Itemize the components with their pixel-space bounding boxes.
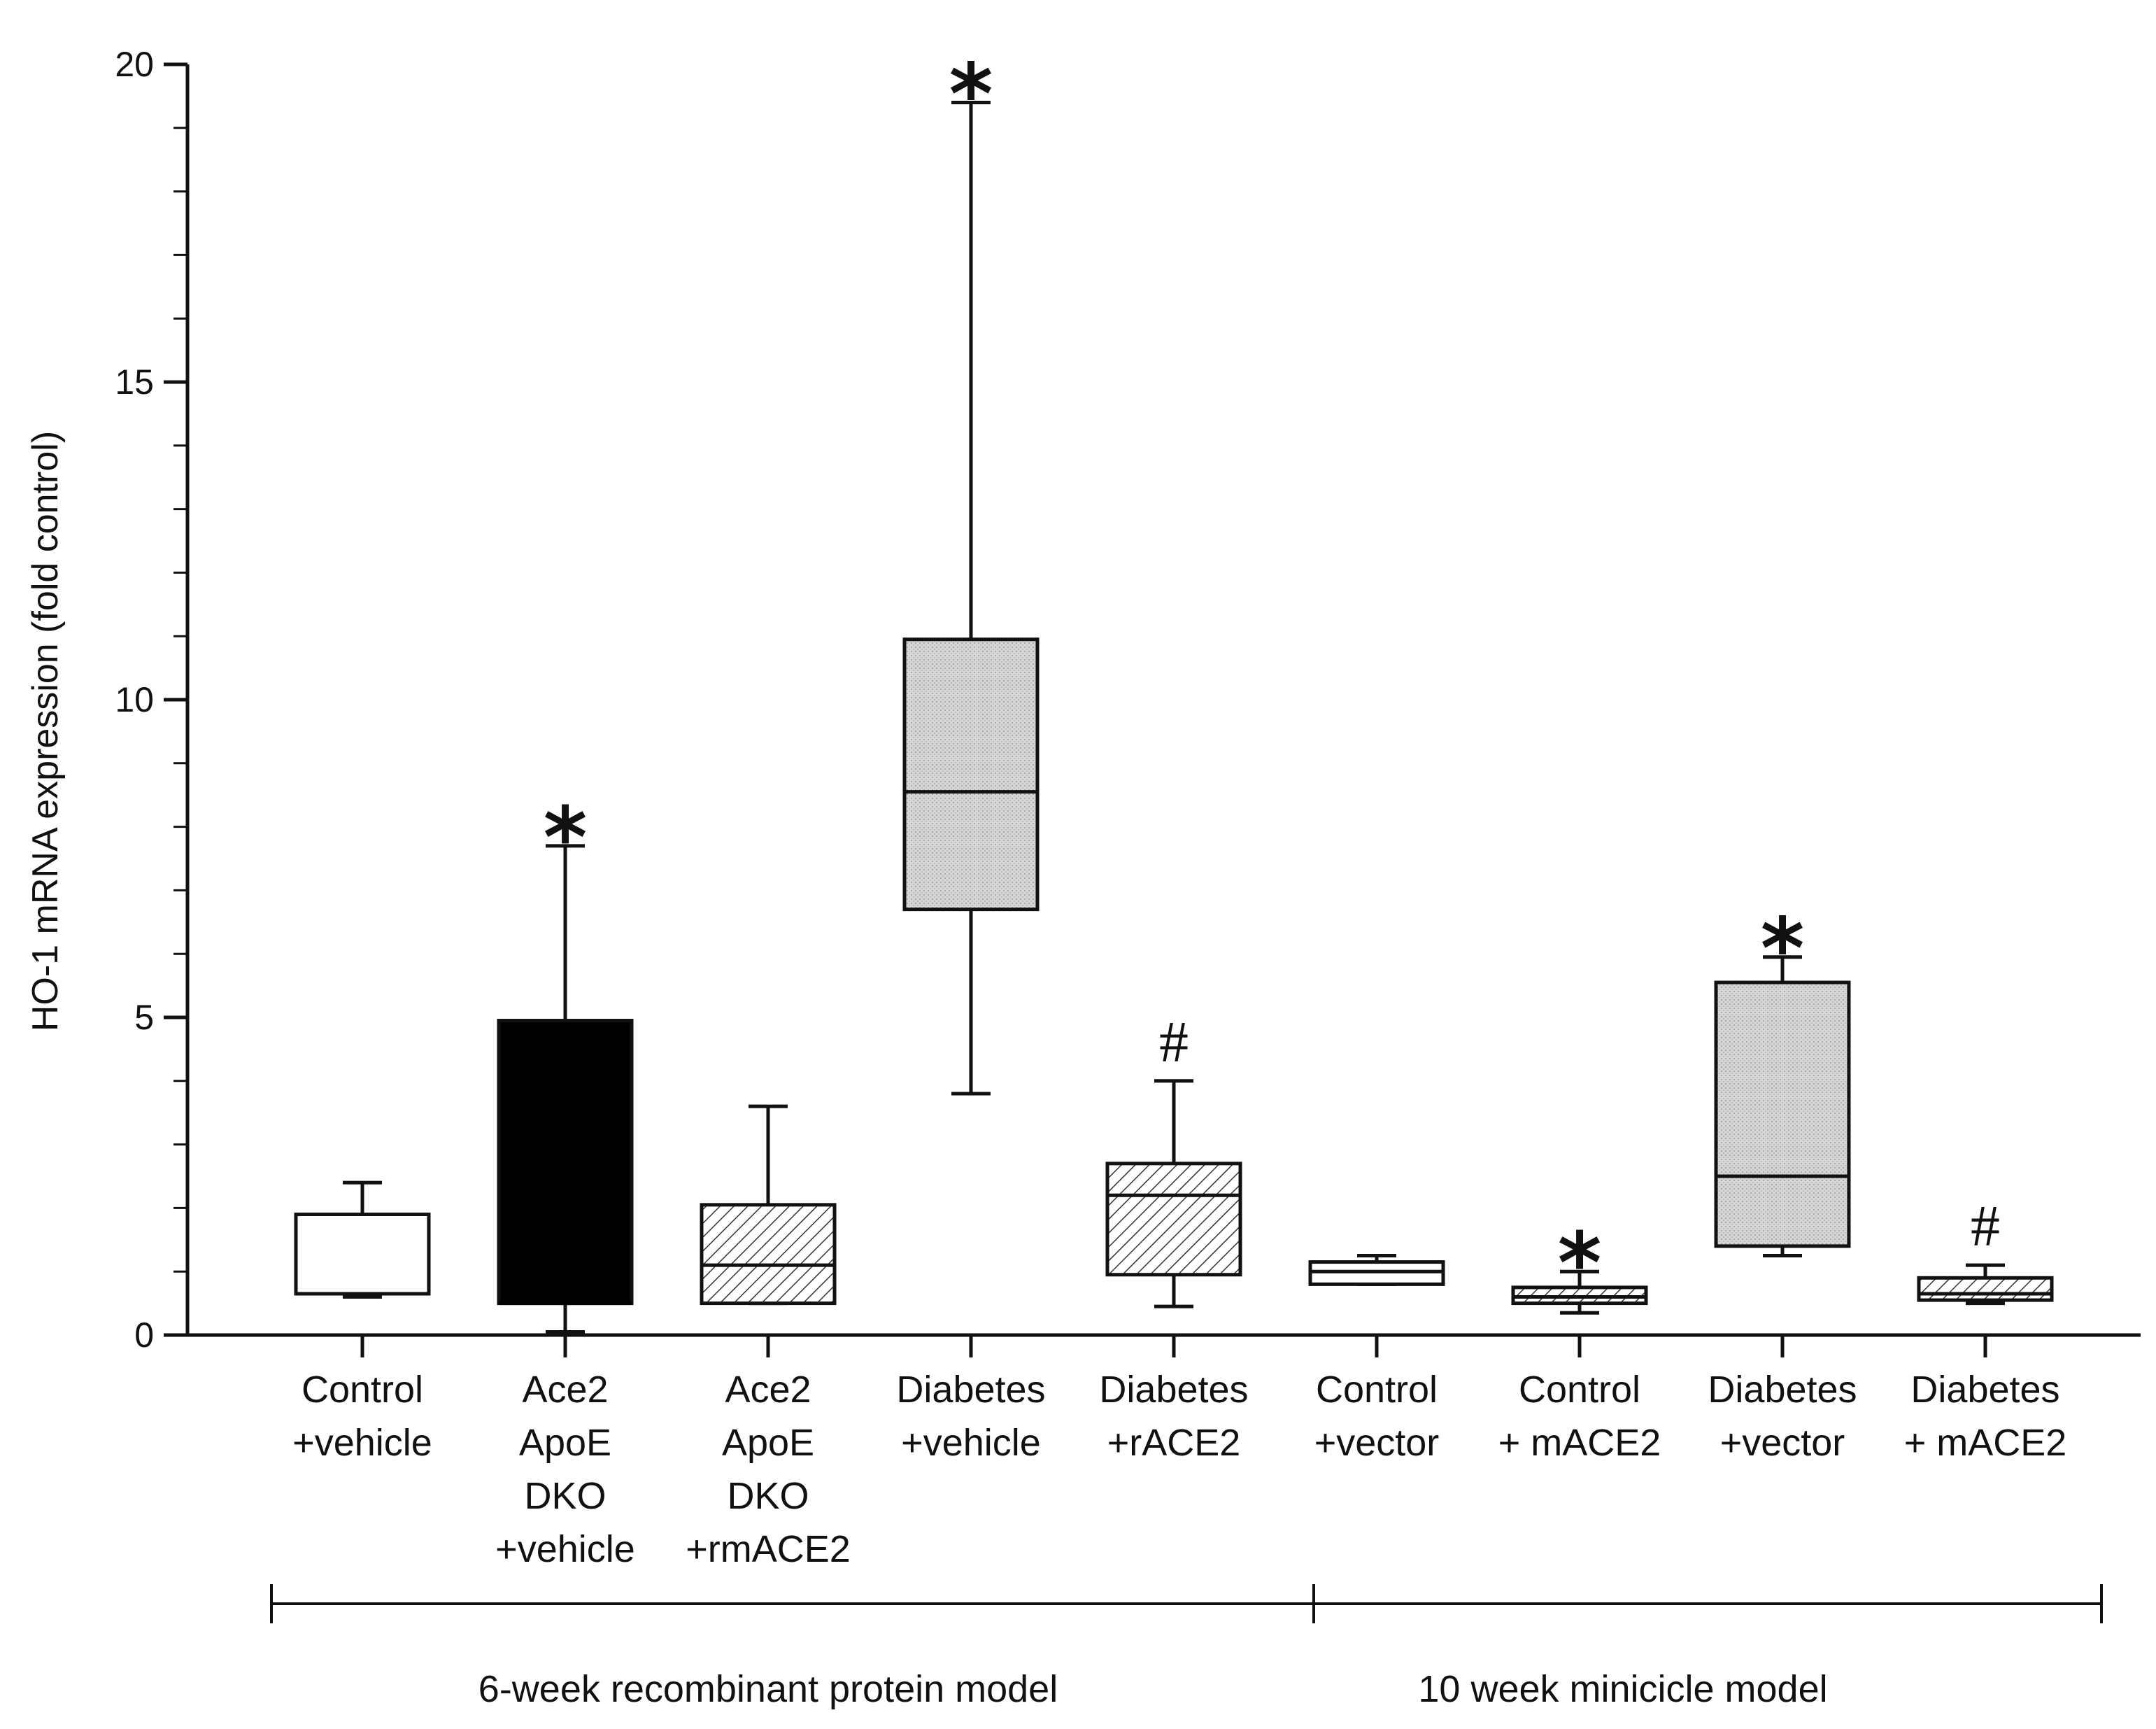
box-iqr (294, 1212, 431, 1296)
category-label: Ace2 ApoE DKO +rmACE2 (686, 1369, 851, 1570)
box-iqr (1917, 1276, 2054, 1302)
category-label-line: Ace2 (522, 1369, 608, 1411)
box-iqr (902, 637, 1040, 912)
box-1 (294, 1180, 431, 1299)
y-tick-label: 15 (115, 362, 154, 402)
significance-star: * (544, 790, 588, 887)
box-iqr (1105, 1162, 1242, 1277)
category-label: Diabetes +vehicle (896, 1369, 1045, 1464)
category-label-line: + mACE2 (1498, 1422, 1661, 1464)
category-label: Diabetes +rACE2 (1099, 1369, 1248, 1464)
box-iqr (497, 1019, 634, 1306)
significance-hash: # (1159, 1010, 1189, 1075)
box-8 (1714, 955, 1851, 1257)
category-label-line: Diabetes (1910, 1369, 2059, 1411)
category-label-line: DKO (524, 1475, 606, 1517)
y-tick-label: 10 (115, 680, 154, 719)
significance-star: * (949, 46, 993, 143)
category-label-line: Control (1316, 1369, 1438, 1411)
category-label-line: +vector (1314, 1422, 1440, 1464)
significance-star: * (1761, 901, 1805, 998)
y-tick-label: 0 (134, 1315, 154, 1355)
category-label: Ace2 ApoE DKO +vehicle (495, 1369, 635, 1570)
category-label-line: ApoE (519, 1422, 611, 1464)
category-label-line: +vehicle (495, 1528, 635, 1570)
category-label-line: +vehicle (901, 1422, 1041, 1464)
category-label: Control + mACE2 (1498, 1369, 1661, 1464)
category-label-line: +vector (1720, 1422, 1845, 1464)
category-label-line: + mACE2 (1904, 1422, 2067, 1464)
box-2 (497, 844, 634, 1334)
category-label-line: DKO (727, 1475, 809, 1517)
category-label-line: +rACE2 (1107, 1422, 1241, 1464)
group-label: 10 week minicicle model (1418, 1668, 1827, 1710)
category-label: Control +vehicle (292, 1369, 432, 1464)
box-5 (1105, 1079, 1242, 1308)
category-label-line: Ace2 (725, 1369, 811, 1411)
category-label-line: Diabetes (1099, 1369, 1248, 1411)
category-label-line: Control (1519, 1369, 1640, 1411)
group-label: 6-week recombinant protein model (478, 1668, 1058, 1710)
y-tick-label: 5 (134, 998, 154, 1037)
y-tick-label: 20 (115, 45, 154, 84)
category-label: Diabetes +vector (1708, 1369, 1857, 1464)
box-4 (902, 100, 1040, 1096)
box-iqr (700, 1203, 837, 1306)
category-label-line: Control (302, 1369, 423, 1411)
box-iqr (1714, 980, 1851, 1248)
box-3 (700, 1104, 837, 1306)
category-label: Control +vector (1314, 1369, 1440, 1464)
box-9 (1917, 1263, 2054, 1306)
category-label-line: +vehicle (292, 1422, 432, 1464)
significance-hash: # (1971, 1194, 2000, 1259)
significance-star: * (1558, 1215, 1602, 1313)
box-6 (1308, 1254, 1445, 1286)
box-7 (1511, 1269, 1648, 1315)
category-label-line: Diabetes (896, 1369, 1045, 1411)
category-label-line: Diabetes (1708, 1369, 1857, 1411)
category-label: Diabetes + mACE2 (1904, 1369, 2067, 1464)
y-axis-title: HO-1 mRNA expression (fold control) (25, 431, 66, 1031)
category-label-line: ApoE (722, 1422, 814, 1464)
category-label-line: +rmACE2 (686, 1528, 851, 1570)
